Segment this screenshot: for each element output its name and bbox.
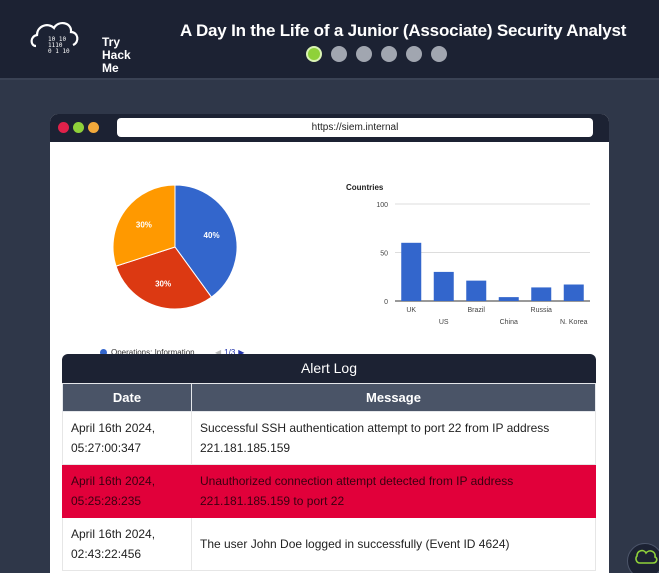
row-date: April 16th 2024, 05:25:28:235 bbox=[62, 464, 192, 518]
pie-slice-label: 40% bbox=[204, 231, 220, 240]
x-tick-label: N. Korea bbox=[560, 319, 588, 326]
pie-chart: 40% 30% 30% bbox=[112, 184, 238, 310]
minimize-window-dot[interactable] bbox=[73, 122, 84, 133]
page-title: A Day In the Life of a Junior (Associate… bbox=[180, 21, 627, 40]
prev-page-icon[interactable]: ◀ bbox=[215, 348, 222, 357]
tryhackme-logo[interactable]: 10 10 1110 0 1 10 Try Hack Me bbox=[28, 16, 131, 75]
pie-slice[interactable] bbox=[112, 184, 176, 267]
row-message: The user John Doe logged in successfully… bbox=[191, 517, 596, 571]
progress-dot-1[interactable] bbox=[306, 46, 322, 62]
x-tick-label: US bbox=[439, 319, 449, 326]
maximize-window-dot[interactable] bbox=[88, 122, 99, 133]
pie-slice[interactable] bbox=[174, 184, 238, 298]
svg-text:1110: 1110 bbox=[48, 42, 63, 49]
legend-swatch bbox=[100, 349, 107, 356]
logo-line: Try bbox=[102, 35, 121, 49]
next-page-icon[interactable]: ▶ bbox=[238, 348, 245, 357]
logo-text: Try Hack Me bbox=[102, 36, 131, 75]
pie-slice-label: 30% bbox=[155, 280, 171, 289]
pie-legend: Operations: Information bbox=[100, 348, 195, 357]
bar[interactable] bbox=[531, 287, 552, 301]
legend-label: Operations: Information bbox=[111, 348, 195, 357]
row-message: Unauthorized connection attempt detected… bbox=[191, 464, 596, 518]
address-bar[interactable]: https://siem.internal bbox=[117, 118, 593, 137]
y-tick-label: 100 bbox=[376, 202, 388, 209]
progress-dot-5[interactable] bbox=[406, 46, 422, 62]
row-message: Successful SSH authentication attempt to… bbox=[191, 411, 596, 465]
bar[interactable] bbox=[466, 280, 487, 301]
progress-dots bbox=[306, 46, 447, 62]
x-tick-label: UK bbox=[406, 307, 416, 314]
x-tick-label: Brazil bbox=[467, 307, 485, 314]
row-date: April 16th 2024, 05:27:00:347 bbox=[62, 411, 192, 465]
top-bar: 10 10 1110 0 1 10 Try Hack Me A Day In t… bbox=[0, 0, 659, 80]
bar[interactable] bbox=[401, 242, 422, 301]
alert-table: Date Message April 16th 2024, 05:27:00:3… bbox=[62, 383, 596, 571]
row-date: April 16th 2024, 02:43:22:456 bbox=[62, 517, 192, 571]
svg-text:0 1 10: 0 1 10 bbox=[48, 48, 70, 55]
browser-toolbar: https://siem.internal bbox=[50, 114, 609, 142]
pie-slice-label: 30% bbox=[136, 220, 152, 229]
cloud-logo-icon: 10 10 1110 0 1 10 bbox=[30, 22, 79, 55]
svg-text:10 10: 10 10 bbox=[48, 36, 66, 43]
table-header-row: Date Message bbox=[62, 383, 596, 412]
progress-dot-3[interactable] bbox=[356, 46, 372, 62]
y-tick-label: 50 bbox=[380, 251, 388, 258]
x-tick-label: China bbox=[500, 319, 518, 326]
progress-dot-6[interactable] bbox=[431, 46, 447, 62]
alert-log-title: Alert Log bbox=[62, 354, 596, 383]
pager-label: 1/3 bbox=[224, 348, 236, 357]
chat-icon bbox=[635, 549, 658, 564]
chat-button[interactable] bbox=[627, 543, 659, 573]
pie-slice[interactable] bbox=[115, 246, 213, 310]
table-row[interactable]: April 16th 2024, 02:43:22:456 The user J… bbox=[62, 517, 596, 571]
pie-pager: ◀ 1/3 ▶ bbox=[215, 348, 244, 357]
progress-dot-4[interactable] bbox=[381, 46, 397, 62]
logo-line: Hack bbox=[102, 48, 131, 62]
bar-chart-title: Countries bbox=[346, 183, 384, 192]
table-row-highlighted[interactable]: April 16th 2024, 05:25:28:235 Unauthoriz… bbox=[62, 464, 596, 518]
y-tick-label: 0 bbox=[384, 299, 388, 306]
bar[interactable] bbox=[563, 284, 584, 301]
bar[interactable] bbox=[433, 271, 454, 301]
column-header-message: Message bbox=[191, 383, 596, 412]
logo-line: Me bbox=[102, 61, 119, 75]
x-tick-label: Russia bbox=[531, 307, 553, 314]
alert-log: Alert Log Date Message April 16th 2024, … bbox=[62, 354, 596, 571]
bar[interactable] bbox=[498, 297, 519, 301]
progress-dot-2[interactable] bbox=[331, 46, 347, 62]
bar-chart: Countries 0 50 100 UK US Brazil China Russia N. K… bbox=[346, 183, 590, 326]
table-row[interactable]: April 16th 2024, 05:27:00:347 Successful… bbox=[62, 411, 596, 465]
browser-window: https://siem.internal 40% 30% 30% Operatio… bbox=[50, 114, 609, 573]
column-header-date: Date bbox=[62, 383, 192, 412]
charts-area: 40% 30% 30% Operations: Information ◀ 1/3 … bbox=[50, 142, 609, 357]
close-window-dot[interactable] bbox=[58, 122, 69, 133]
